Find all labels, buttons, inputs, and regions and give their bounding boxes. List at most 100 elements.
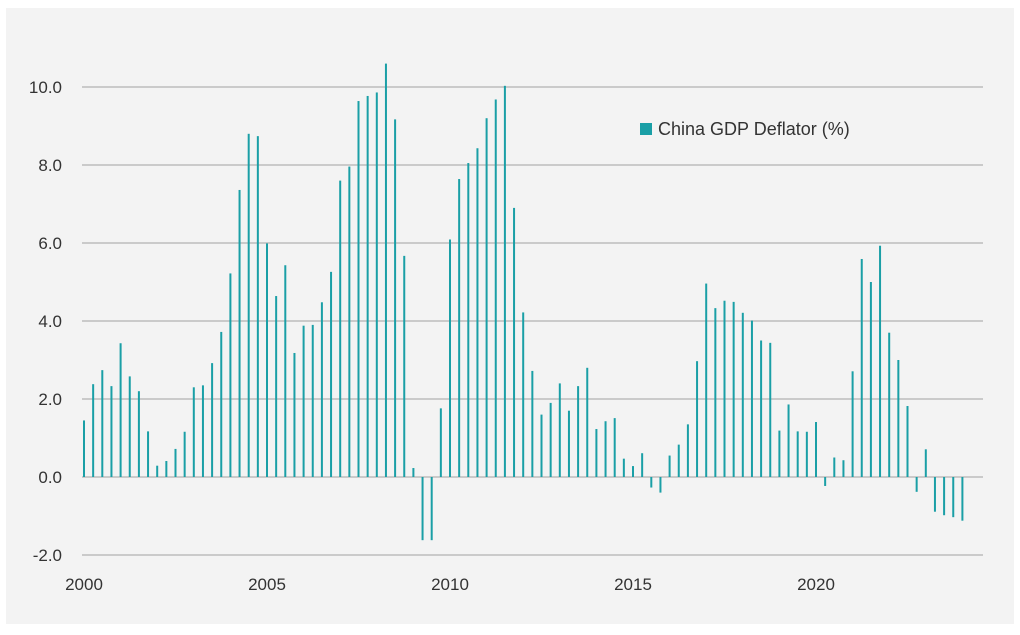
bar xyxy=(869,282,872,477)
bar xyxy=(192,387,195,477)
bar xyxy=(860,258,863,477)
chart-container: -2.0 0.0 2.0 4.0 6.0 8.0 10.0 2000 2005 2010 2015… xyxy=(6,8,1014,624)
bar xyxy=(147,431,150,477)
bar xyxy=(339,180,342,477)
bar xyxy=(467,163,470,478)
bar xyxy=(778,430,781,477)
bar xyxy=(705,283,708,477)
bar xyxy=(750,320,753,477)
gridlines xyxy=(82,86,983,556)
bar xyxy=(915,477,918,492)
bar xyxy=(229,273,232,477)
bar xyxy=(302,325,305,477)
bar xyxy=(632,466,634,477)
bar xyxy=(513,207,516,477)
x-tick-label: 2005 xyxy=(248,575,286,594)
bar xyxy=(851,371,854,477)
bar xyxy=(247,133,250,478)
bar xyxy=(723,300,726,477)
bar xyxy=(906,406,909,477)
bar xyxy=(879,245,882,477)
bar xyxy=(119,343,122,477)
bar xyxy=(275,296,278,477)
bar xyxy=(174,448,177,477)
bar xyxy=(595,429,598,477)
bar xyxy=(357,101,360,477)
bar xyxy=(815,422,817,477)
bar xyxy=(284,265,287,477)
bar xyxy=(375,92,378,478)
y-tick-label: 10.0 xyxy=(29,78,62,97)
bar xyxy=(449,239,451,477)
gdp-deflator-bar-chart: -2.0 0.0 2.0 4.0 6.0 8.0 10.0 2000 2005 2010 2015… xyxy=(29,63,983,594)
bar xyxy=(567,410,570,477)
bar xyxy=(256,136,259,477)
bar xyxy=(522,312,525,477)
bar xyxy=(348,166,351,477)
bar xyxy=(220,331,223,477)
bar xyxy=(659,477,662,493)
y-tick-label: 4.0 xyxy=(38,312,62,331)
bar xyxy=(897,360,900,477)
x-axis-tick-labels: 2000 2005 2010 2015 2020 xyxy=(65,575,835,594)
y-axis-tick-labels: -2.0 0.0 2.0 4.0 6.0 8.0 10.0 xyxy=(29,78,62,565)
bar xyxy=(183,431,186,477)
bar xyxy=(613,418,616,477)
bar xyxy=(952,477,955,518)
y-tick-label: 8.0 xyxy=(38,156,62,175)
bar xyxy=(238,189,241,477)
bar xyxy=(92,384,95,477)
bar xyxy=(540,414,543,477)
bar xyxy=(266,243,268,477)
bar xyxy=(586,367,589,477)
bar xyxy=(943,477,946,516)
bar xyxy=(668,455,671,477)
bar xyxy=(696,361,699,477)
bar xyxy=(961,477,964,521)
bar xyxy=(577,386,580,477)
bar xyxy=(128,376,131,477)
bar xyxy=(83,420,85,477)
bar xyxy=(824,477,827,486)
bar xyxy=(558,383,561,477)
bar xyxy=(677,444,680,477)
legend: China GDP Deflator (%) xyxy=(640,119,850,139)
bar xyxy=(485,118,488,477)
bar xyxy=(211,363,214,477)
x-tick-label: 2000 xyxy=(65,575,103,594)
bar xyxy=(330,271,333,477)
bar xyxy=(311,324,314,477)
bar xyxy=(503,85,506,477)
bar xyxy=(165,461,168,477)
bar xyxy=(769,342,772,477)
bar xyxy=(531,370,534,477)
bar xyxy=(476,148,479,478)
bar xyxy=(760,340,763,477)
bar xyxy=(549,402,552,477)
legend-label: China GDP Deflator (%) xyxy=(658,119,850,139)
bar xyxy=(384,63,387,477)
x-tick-label: 2020 xyxy=(797,575,835,594)
bar xyxy=(787,404,790,477)
bar xyxy=(101,370,104,477)
bar xyxy=(156,465,159,477)
bar xyxy=(622,458,625,477)
bar xyxy=(933,477,936,512)
bar xyxy=(805,431,808,477)
bar xyxy=(320,302,323,477)
x-tick-label: 2010 xyxy=(431,575,469,594)
bar xyxy=(201,385,204,477)
legend-swatch xyxy=(640,123,652,135)
bar xyxy=(137,391,140,477)
y-tick-label: 2.0 xyxy=(38,390,62,409)
bar xyxy=(421,477,424,541)
bar xyxy=(741,312,744,477)
bar xyxy=(833,457,836,477)
bar xyxy=(732,301,735,477)
y-tick-label: 6.0 xyxy=(38,234,62,253)
bar xyxy=(604,421,607,477)
bar xyxy=(403,255,406,477)
bar xyxy=(110,386,113,477)
bar xyxy=(686,424,689,477)
bar xyxy=(924,449,927,477)
